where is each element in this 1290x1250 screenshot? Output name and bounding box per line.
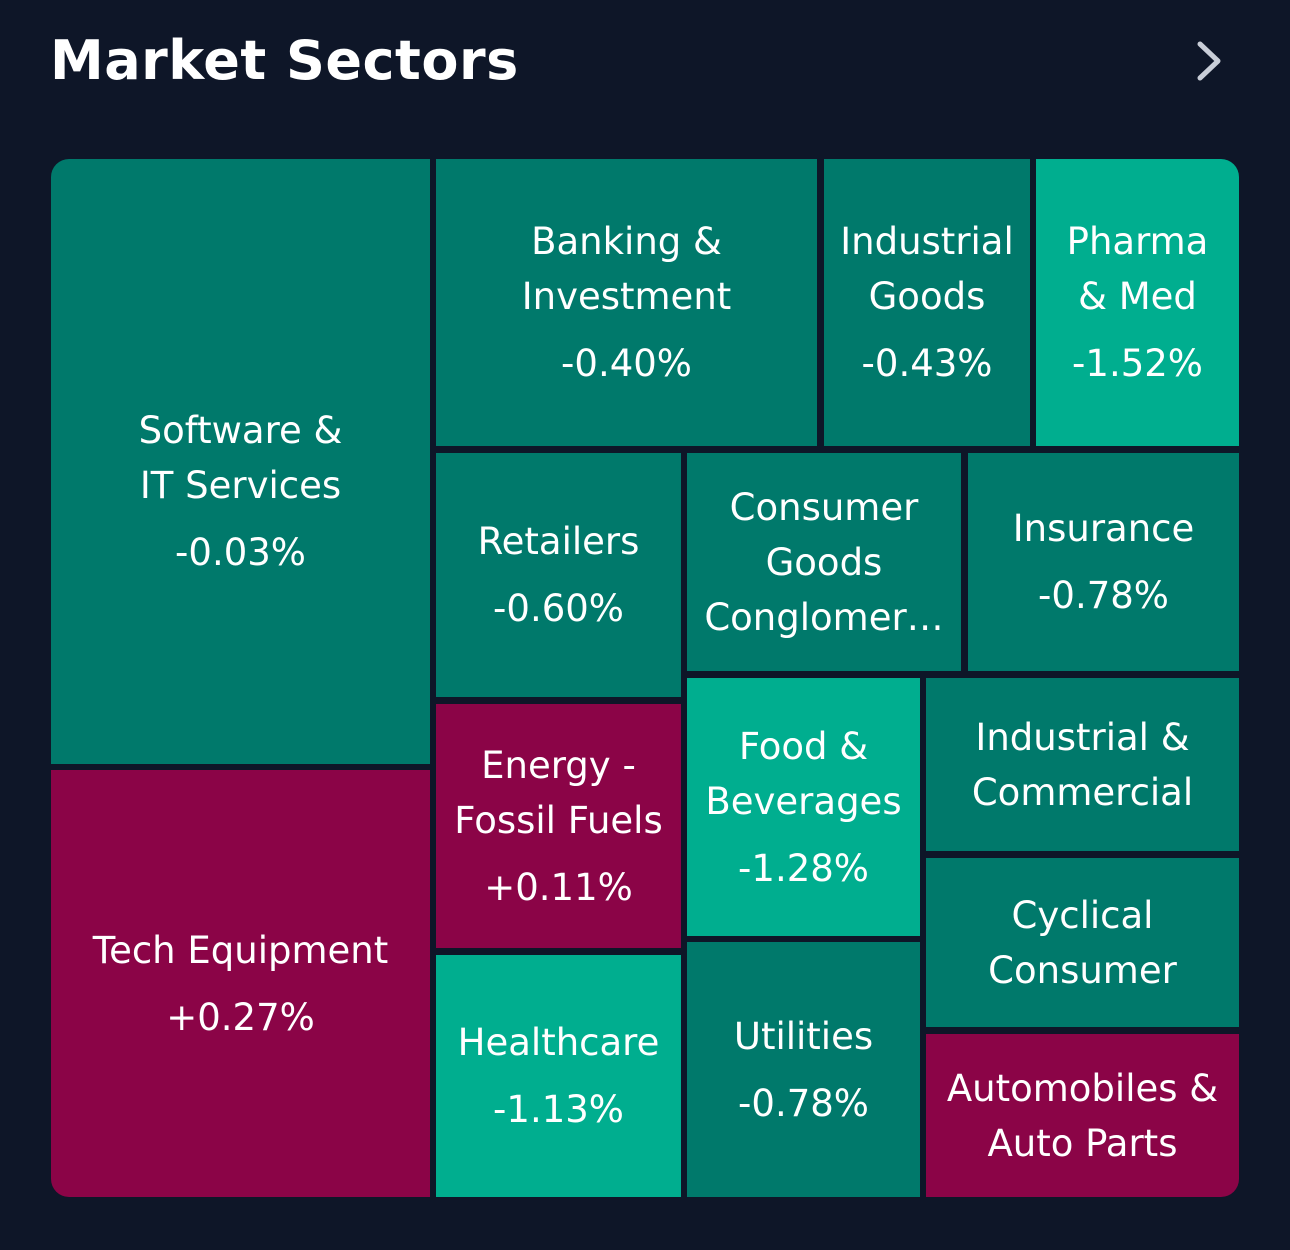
sector-name: Food & Beverages [705,724,902,823]
tile-pharma-med[interactable]: Pharma & Med -1.52% [1036,159,1239,446]
sector-name: Industrial & Commercial [971,715,1194,814]
sector-name: Automobiles & Auto Parts [946,1066,1219,1165]
sector-change: -0.40% [561,342,692,385]
sector-name: Retailers [477,520,640,563]
tile-food-beverages[interactable]: Food & Beverages -1.28% [687,678,920,936]
sector-name-line2: Conglomer… [704,595,944,639]
tile-industrial-goods[interactable]: Industrial Goods -0.43% [824,159,1030,446]
sector-name: Industrial Goods [840,220,1014,318]
sector-name: Healthcare [457,1021,660,1064]
sector-name: Tech Equipment [92,928,389,972]
header: Market Sectors [0,0,1290,130]
sector-name: Software & IT Services [138,409,343,507]
tile-consumer-goods-conglomerates[interactable]: Consumer Goods Conglomer… [687,453,961,671]
sector-change: -1.52% [1072,342,1203,385]
sector-change: -0.78% [1038,574,1169,617]
tile-retailers[interactable]: Retailers -0.60% [436,453,681,697]
tile-energy-fossil-fuels[interactable]: Energy - Fossil Fuels +0.11% [436,704,681,948]
sector-name: Consumer Goods [729,485,919,584]
tile-healthcare[interactable]: Healthcare -1.13% [436,955,681,1197]
sector-change: -1.13% [493,1088,624,1131]
sector-change: -0.43% [861,342,993,385]
sector-name: Utilities [733,1014,874,1058]
sector-change: -0.60% [493,587,624,630]
chevron-right-icon[interactable] [1188,38,1228,84]
tile-banking-investment[interactable]: Banking & Investment -0.40% [436,159,817,446]
sector-name: Pharma & Med [1066,220,1209,318]
sector-change: -1.28% [738,846,869,890]
tile-automobiles-auto-parts[interactable]: Automobiles & Auto Parts [926,1034,1239,1197]
sector-change: +0.11% [484,865,633,909]
sector-change: +0.27% [166,995,315,1039]
sector-name: Energy - Fossil Fuels [454,743,663,842]
sector-name: Banking & Investment [521,220,732,318]
sector-name: Insurance [1012,507,1195,550]
tile-cyclical-consumer[interactable]: Cyclical Consumer [926,858,1239,1027]
page-title: Market Sectors [50,29,519,92]
tile-industrial-commercial[interactable]: Industrial & Commercial [926,678,1239,851]
tile-tech-equipment[interactable]: Tech Equipment +0.27% [51,770,430,1197]
tile-software-it-services[interactable]: Software & IT Services -0.03% [51,159,430,764]
tile-insurance[interactable]: Insurance -0.78% [968,453,1239,671]
sector-name: Cyclical Consumer [988,893,1177,992]
sector-change: -0.78% [738,1081,869,1125]
sector-change: -0.03% [175,531,306,574]
tile-utilities[interactable]: Utilities -0.78% [687,942,920,1197]
sector-treemap: Software & IT Services -0.03% Tech Equip… [51,159,1239,1197]
